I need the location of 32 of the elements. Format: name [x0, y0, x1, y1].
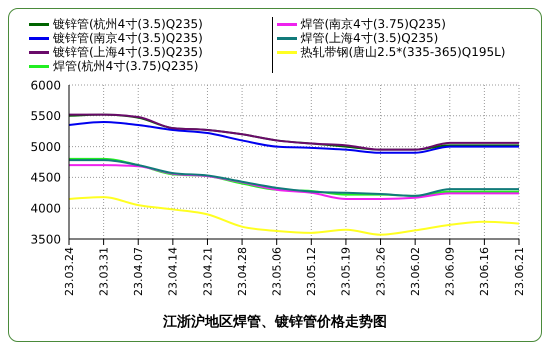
x-tick-label: 23.06.09 — [444, 247, 457, 296]
y-tick-label: 4500 — [30, 170, 61, 185]
legend-label: 镀锌管(杭州4寸(3.5)Q235) — [53, 16, 203, 32]
line-series — [68, 120, 520, 154]
x-tick-label: 23.04.14 — [166, 247, 180, 296]
line-series — [68, 164, 520, 200]
y-tick-label: 4000 — [30, 201, 61, 216]
legend-label: 焊管(杭州4寸(3.75)Q235) — [53, 58, 198, 74]
legend-label: 镀锌管(南京4寸(3.5)Q235) — [53, 30, 203, 46]
legend-label: 镀锌管(上海4寸(3.5)Q235) — [53, 44, 203, 60]
x-tick-label: 23.05.12 — [305, 247, 318, 296]
x-tick-label: 23.05.06 — [270, 247, 284, 296]
legend-label: 热轧带钢(唐山2.5*(335-365)Q195L) — [300, 44, 506, 60]
y-tick-label: 5500 — [30, 109, 61, 124]
y-tick-label: 6000 — [30, 78, 61, 92]
y-tick-label: 3500 — [30, 232, 61, 246]
x-tick-label: 23.06.21 — [512, 247, 526, 296]
line-series — [68, 114, 520, 151]
x-tick-label: 23.06.02 — [408, 247, 422, 296]
legend-label: 焊管(南京4寸(3.75)Q235) — [300, 16, 446, 32]
x-tick-label: 23.03.31 — [97, 247, 110, 296]
text: 江浙沪地区焊管、镀锌管价格走势图 — [162, 313, 388, 331]
x-tick-label: 23.05.19 — [340, 247, 353, 296]
x-tick-label: 23.04.07 — [132, 247, 146, 296]
x-tick-label: 23.05.26 — [374, 247, 388, 296]
x-tick-label: 23.04.28 — [236, 247, 249, 296]
x-tick-label: 23.04.21 — [201, 247, 214, 296]
line-series — [68, 196, 520, 236]
x-tick-label: 23.03.24 — [62, 247, 76, 296]
legend-label: 焊管(上海4寸(3.5)Q235) — [300, 30, 438, 46]
y-tick-label: 5000 — [30, 140, 61, 154]
x-tick-label: 23.06.16 — [478, 247, 492, 296]
